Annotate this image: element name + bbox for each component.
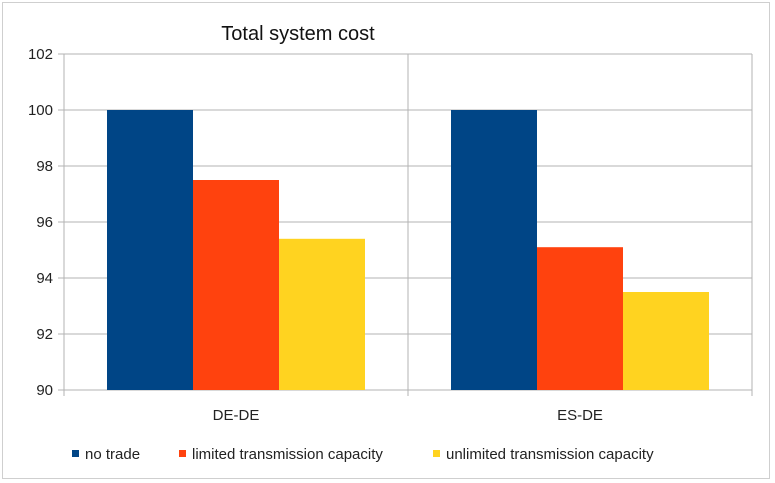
legend-swatch — [179, 450, 186, 457]
legend-swatch — [72, 450, 79, 457]
y-axis-ticks: 90 92 94 96 98 100 102 — [28, 46, 53, 399]
x-tick-label: ES-DE — [557, 407, 603, 424]
y-tick-label: 90 — [36, 382, 53, 399]
y-tick-label: 92 — [36, 326, 53, 343]
bar-unlimited-transmission-capacity-DE-DE — [279, 238, 365, 390]
y-tick-label: 94 — [36, 270, 53, 287]
y-tick-label: 96 — [36, 214, 53, 231]
x-tick-label: DE-DE — [213, 407, 260, 424]
legend: no trade limited transmission capacity unl… — [72, 446, 654, 463]
y-tick-label: 98 — [36, 158, 53, 175]
bars — [107, 110, 709, 390]
bar-unlimited-transmission-capacity-ES-DE — [623, 292, 709, 390]
legend-label: no trade — [85, 446, 140, 463]
legend-item: unlimited transmission capacity — [433, 446, 654, 463]
legend-label: unlimited transmission capacity — [446, 446, 654, 463]
x-axis-ticks: DE-DE ES-DE — [213, 407, 603, 424]
y-tick-label: 100 — [28, 102, 53, 119]
bar-no-trade-DE-DE — [107, 110, 193, 390]
legend-swatch — [433, 450, 440, 457]
bar-limited-transmission-capacity-DE-DE — [193, 180, 279, 390]
axes — [63, 54, 753, 396]
legend-label: limited transmission capacity — [192, 446, 383, 463]
legend-item: limited transmission capacity — [179, 446, 383, 463]
bar-no-trade-ES-DE — [451, 110, 537, 390]
bar-limited-transmission-capacity-ES-DE — [537, 247, 623, 390]
y-tick-label: 102 — [28, 46, 53, 63]
chart-title: Total system cost — [221, 23, 375, 45]
legend-item: no trade — [72, 446, 140, 463]
